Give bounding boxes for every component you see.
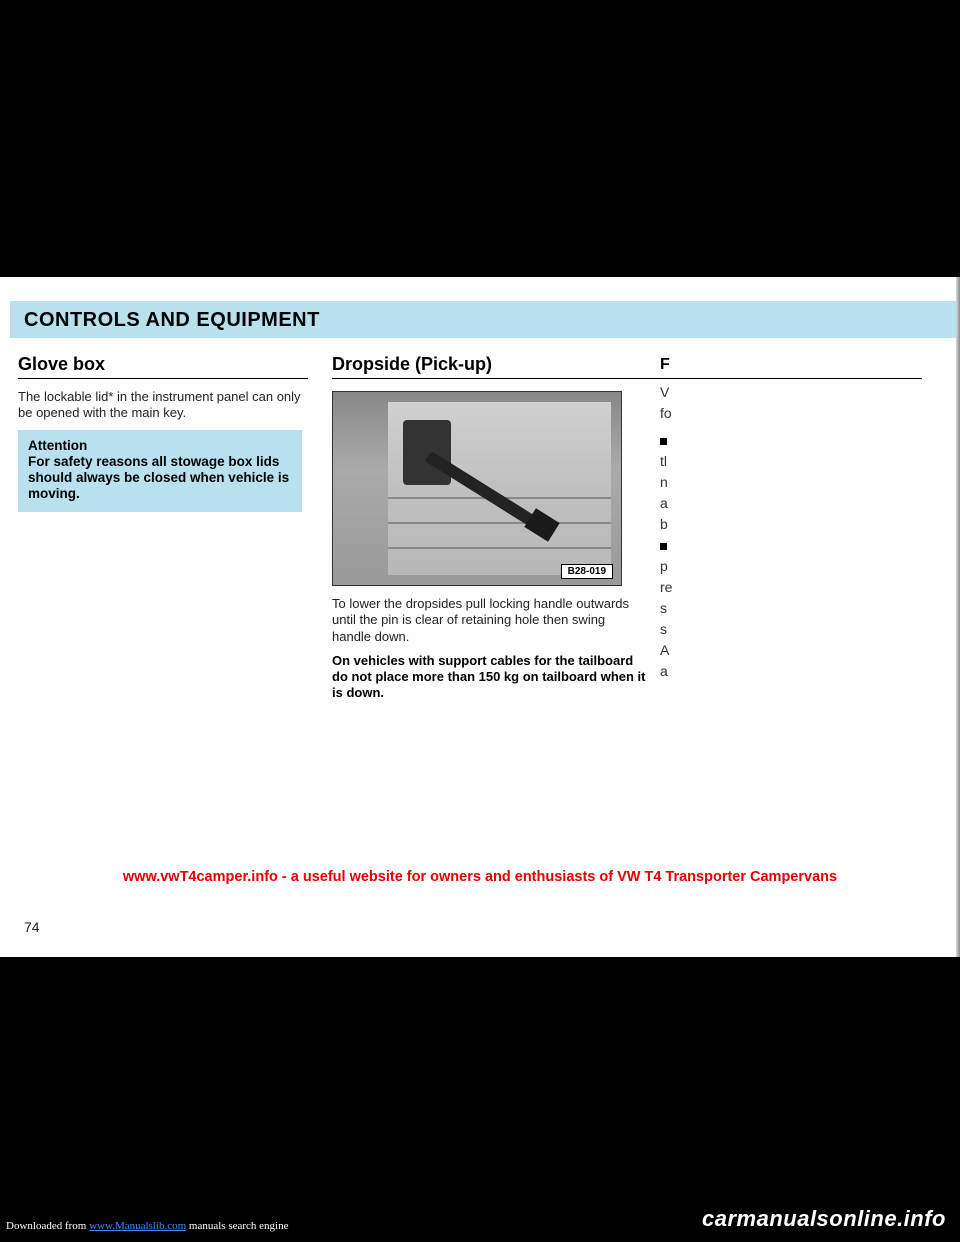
cutoff-text: re xyxy=(660,577,950,598)
dropside-warning: On vehicles with support cables for the … xyxy=(332,653,646,702)
attention-callout: Attention For safety reasons all stowage… xyxy=(18,430,302,513)
glovebox-title: Glove box xyxy=(18,354,308,379)
cutoff-text: b xyxy=(660,514,950,535)
attention-title: Attention xyxy=(28,438,292,453)
cutoff-text: a xyxy=(660,661,950,682)
cutoff-text: fo xyxy=(660,403,950,424)
square-bullet-icon xyxy=(660,543,667,550)
attention-body: For safety reasons all stowage box lids … xyxy=(28,454,292,503)
cutoff-text: p xyxy=(660,556,950,577)
column-dropside: Dropside (Pick-up) B28-019 To lower the … xyxy=(326,354,646,702)
dropside-caption: To lower the dropsides pull locking hand… xyxy=(332,596,646,645)
page-edge-shadow xyxy=(956,277,960,957)
download-footer: Downloaded from www.Manualslib.com manua… xyxy=(6,1220,288,1232)
manual-page: CONTROLS AND EQUIPMENT Glove box The loc… xyxy=(0,277,960,957)
cutoff-text: n xyxy=(660,472,950,493)
dropside-figure: B28-019 xyxy=(332,391,622,586)
section-header-bar: CONTROLS AND EQUIPMENT xyxy=(10,301,958,338)
cutoff-bullet xyxy=(660,430,950,451)
column-glovebox: Glove box The lockable lid* in the instr… xyxy=(18,354,326,702)
column-cutoff: F V fo tl n a b p re s s A a xyxy=(646,354,950,702)
cutoff-heading: F xyxy=(660,356,950,374)
cutoff-text: s xyxy=(660,598,950,619)
handle-mount xyxy=(403,420,451,485)
page-number: 74 xyxy=(24,919,40,935)
figure-groove xyxy=(388,547,611,549)
red-watermark: www.vwT4camper.info - a useful website f… xyxy=(0,869,960,885)
cutoff-text: tl xyxy=(660,451,950,472)
section-header-title: CONTROLS AND EQUIPMENT xyxy=(24,309,944,332)
figure-label: B28-019 xyxy=(561,564,613,579)
cutoff-text: V xyxy=(660,382,950,403)
content-columns: Glove box The lockable lid* in the instr… xyxy=(0,338,960,702)
cutoff-bullet xyxy=(660,535,950,556)
footer-link[interactable]: www.Manualslib.com xyxy=(89,1220,186,1232)
cutoff-text: s xyxy=(660,619,950,640)
cutoff-text: a xyxy=(660,493,950,514)
site-watermark: carmanualsonline.info xyxy=(702,1206,946,1232)
glovebox-body: The lockable lid* in the instrument pane… xyxy=(18,389,308,422)
footer-prefix: Downloaded from xyxy=(6,1220,89,1232)
square-bullet-icon xyxy=(660,438,667,445)
cutoff-text: A xyxy=(660,640,950,661)
footer-suffix: manuals search engine xyxy=(186,1220,288,1232)
figure-groove xyxy=(388,522,611,524)
